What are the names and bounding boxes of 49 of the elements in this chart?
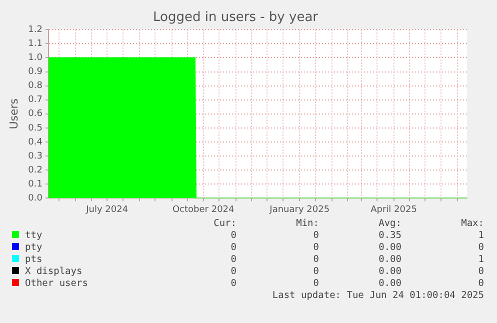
text: 0 xyxy=(477,242,484,254)
legend-label: tty xyxy=(25,230,42,241)
y-axis-title: Users xyxy=(7,98,20,130)
text: 1 xyxy=(477,230,484,242)
y-tick-label: 0.3 xyxy=(28,151,43,162)
y-tick-label: 0.6 xyxy=(28,109,43,120)
x-tick-label: October 2024 xyxy=(172,204,235,215)
text: Max: xyxy=(460,218,484,230)
text: Min: xyxy=(295,218,319,230)
x-tick-label: January 2025 xyxy=(268,204,330,215)
y-tick-label: 0.1 xyxy=(28,179,43,190)
y-tick-label: 0.2 xyxy=(28,165,43,176)
text: 1 xyxy=(477,254,484,266)
text: 0 xyxy=(312,242,319,254)
text: 0 xyxy=(230,266,236,278)
text: 0.00 xyxy=(378,242,402,254)
text: 0 xyxy=(312,266,319,278)
text: 0.35 xyxy=(378,230,402,242)
y-tick-label: 1.1 xyxy=(28,38,43,49)
y-tick-label: 0.9 xyxy=(28,67,43,78)
legend-label: pty xyxy=(25,242,42,253)
legend-label: Other users xyxy=(25,278,88,289)
text: Cur: xyxy=(212,218,236,230)
text: 0 xyxy=(312,230,319,242)
text: Avg: xyxy=(378,218,402,230)
text: 0 xyxy=(230,242,236,254)
x-tick-label: April 2025 xyxy=(370,204,417,215)
text: 0 xyxy=(230,254,236,266)
x-tick-label: July 2024 xyxy=(85,204,128,215)
y-tick-label: 1.2 xyxy=(28,24,43,35)
legend-label: X displays xyxy=(25,266,82,277)
y-tick-label: 0.5 xyxy=(28,123,43,134)
chart-title: Logged in users - by year xyxy=(152,10,319,26)
text: 0 xyxy=(312,254,319,266)
text: 0.00 xyxy=(378,254,402,266)
y-tick-label: 0.0 xyxy=(28,194,43,204)
text: 0 xyxy=(230,278,236,290)
text: 0 xyxy=(477,266,484,278)
y-tick-label: 0.7 xyxy=(28,95,43,106)
text: Last update: Tue Jun 24 01:00:04 2025 xyxy=(271,290,484,302)
y-tick-label: 0.8 xyxy=(28,81,43,92)
text: 0.00 xyxy=(378,278,402,290)
y-tick-label: 0.4 xyxy=(28,137,43,148)
y-tick-label: 1.0 xyxy=(28,53,43,64)
text: 0 xyxy=(477,278,484,290)
text: 0 xyxy=(230,230,236,242)
text: 0 xyxy=(312,278,319,290)
text: 0.00 xyxy=(378,266,402,278)
legend-label: pts xyxy=(25,254,42,265)
